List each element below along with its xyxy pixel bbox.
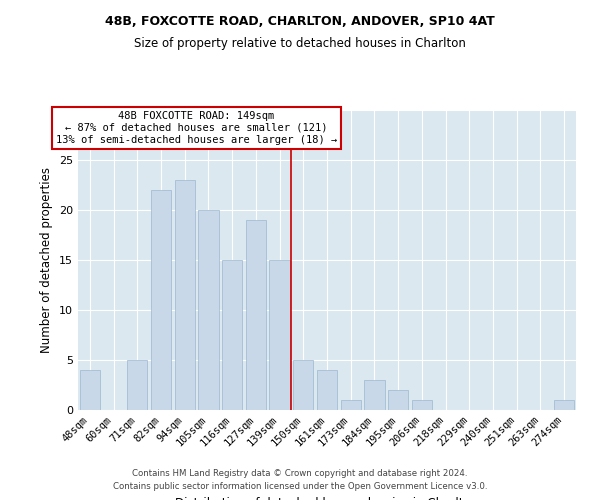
Bar: [388, 390, 408, 410]
Text: Size of property relative to detached houses in Charlton: Size of property relative to detached ho…: [134, 38, 466, 51]
Text: Contains HM Land Registry data © Crown copyright and database right 2024.: Contains HM Land Registry data © Crown c…: [132, 468, 468, 477]
Bar: [554, 400, 574, 410]
Bar: [175, 180, 195, 410]
Bar: [341, 400, 361, 410]
X-axis label: Distribution of detached houses by size in Charlton: Distribution of detached houses by size …: [175, 497, 479, 500]
Bar: [317, 370, 337, 410]
Bar: [246, 220, 266, 410]
Text: 48B, FOXCOTTE ROAD, CHARLTON, ANDOVER, SP10 4AT: 48B, FOXCOTTE ROAD, CHARLTON, ANDOVER, S…: [105, 15, 495, 28]
Bar: [412, 400, 432, 410]
Bar: [127, 360, 148, 410]
Bar: [293, 360, 313, 410]
Bar: [269, 260, 290, 410]
Bar: [80, 370, 100, 410]
Bar: [199, 210, 218, 410]
Text: 48B FOXCOTTE ROAD: 149sqm
← 87% of detached houses are smaller (121)
13% of semi: 48B FOXCOTTE ROAD: 149sqm ← 87% of detac…: [56, 112, 337, 144]
Y-axis label: Number of detached properties: Number of detached properties: [40, 167, 53, 353]
Bar: [364, 380, 385, 410]
Bar: [151, 190, 171, 410]
Text: Contains public sector information licensed under the Open Government Licence v3: Contains public sector information licen…: [113, 482, 487, 491]
Bar: [222, 260, 242, 410]
